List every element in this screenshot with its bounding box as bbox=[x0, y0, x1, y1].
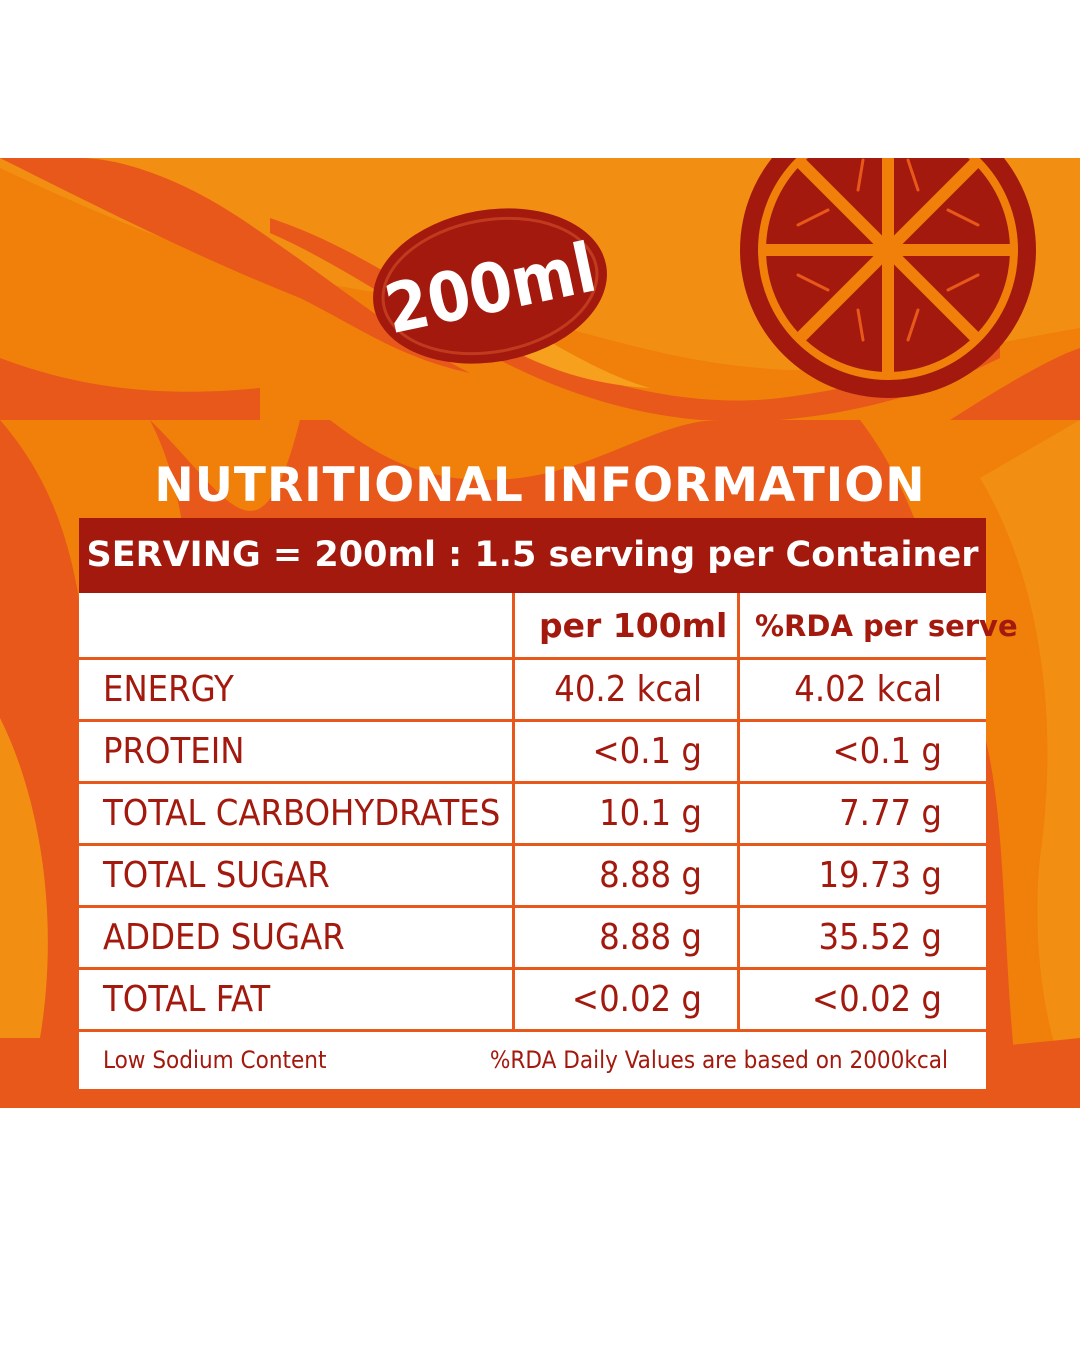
row-divider bbox=[79, 781, 986, 784]
page-title: NUTRITIONAL INFORMATION bbox=[154, 458, 926, 513]
serving-size-bar: SERVING = 200ml : 1.5 serving per Contai… bbox=[79, 518, 986, 593]
column-divider bbox=[737, 593, 740, 1032]
column-divider bbox=[512, 593, 515, 1032]
column-header-rda: %RDA per serve bbox=[755, 609, 1018, 643]
row-value-rda: 7.77 g bbox=[839, 793, 942, 834]
column-header-per100: per 100ml bbox=[539, 606, 728, 645]
row-value-rda: 35.52 g bbox=[818, 917, 942, 958]
row-divider bbox=[79, 967, 986, 970]
row-value-rda: 19.73 g bbox=[818, 855, 942, 896]
row-divider bbox=[79, 1029, 986, 1032]
row-label-total-fat: TOTAL FAT bbox=[103, 979, 271, 1020]
row-value-per100: 8.88 g bbox=[599, 855, 702, 896]
row-value-per100: 8.88 g bbox=[599, 917, 702, 958]
orange-slice-icon bbox=[740, 158, 1036, 398]
row-divider bbox=[79, 905, 986, 908]
row-divider bbox=[79, 843, 986, 846]
row-divider bbox=[79, 719, 986, 722]
footer-rda-note: %RDA Daily Values are based on 2000kcal bbox=[489, 1046, 948, 1074]
row-label-protein: PROTEIN bbox=[103, 731, 245, 772]
row-label-carbohydrates: TOTAL CARBOHYDRATES bbox=[103, 793, 501, 834]
row-value-rda: <0.02 g bbox=[811, 979, 942, 1020]
row-label-total-sugar: TOTAL SUGAR bbox=[103, 855, 330, 896]
row-label-added-sugar: ADDED SUGAR bbox=[103, 917, 345, 958]
nutrition-table: SERVING = 200ml : 1.5 serving per Contai… bbox=[79, 518, 1018, 1089]
row-value-per100: <0.1 g bbox=[592, 731, 702, 772]
row-value-per100: 40.2 kcal bbox=[554, 669, 702, 710]
row-divider bbox=[79, 657, 986, 660]
row-value-rda: 4.02 kcal bbox=[794, 669, 942, 710]
row-value-per100: <0.02 g bbox=[571, 979, 702, 1020]
row-value-rda: <0.1 g bbox=[832, 731, 942, 772]
row-label-energy: ENERGY bbox=[103, 669, 234, 710]
footer-sodium-note: Low Sodium Content bbox=[103, 1046, 327, 1074]
row-value-per100: 10.1 g bbox=[599, 793, 702, 834]
badge-blob-icon: 200ml bbox=[373, 208, 607, 364]
